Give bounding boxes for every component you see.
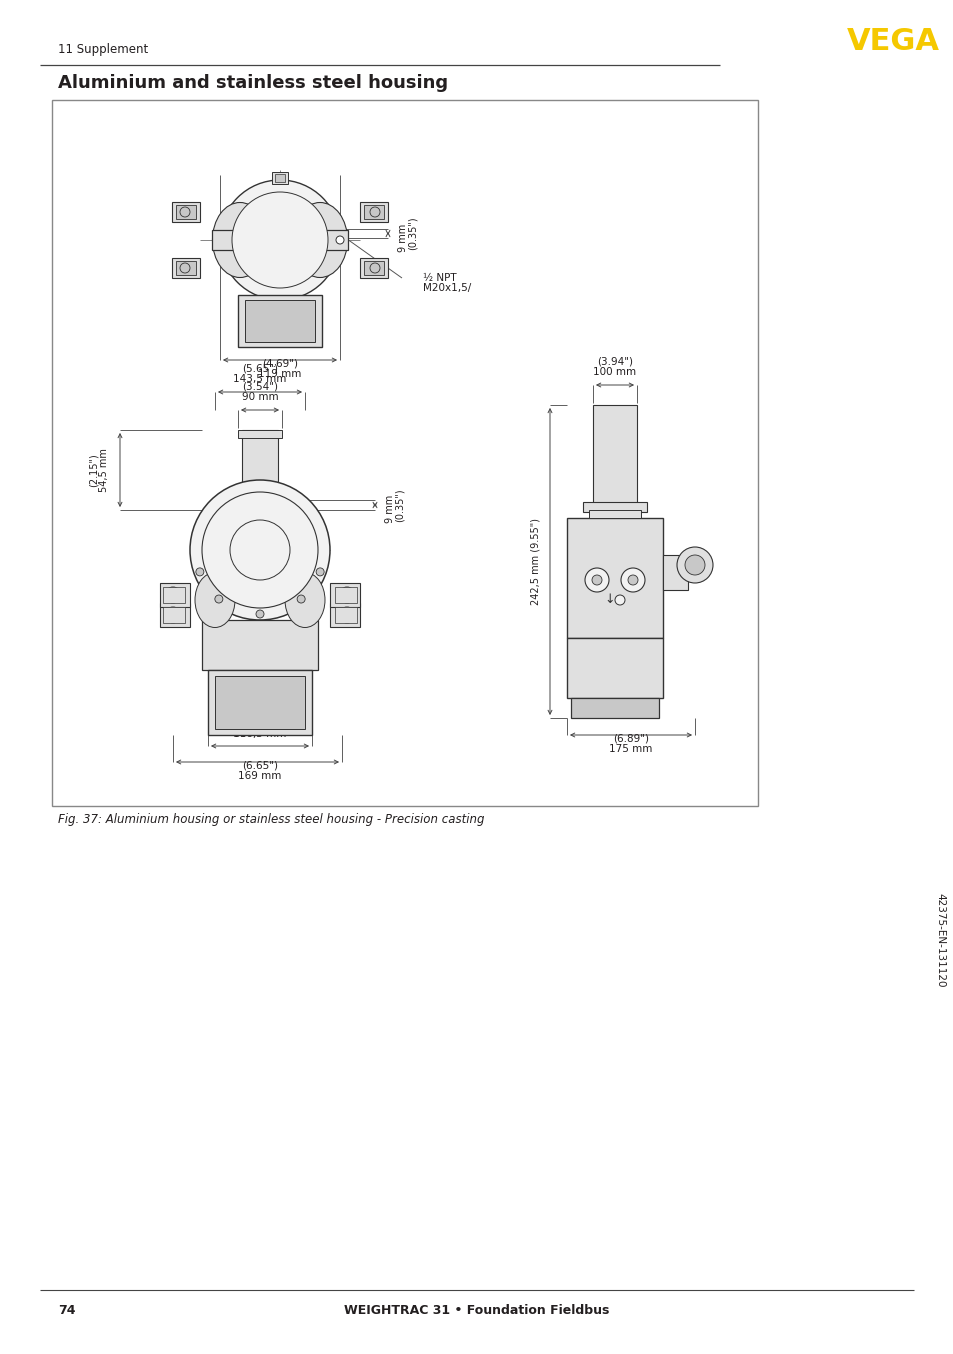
Text: 169 mm: 169 mm <box>238 770 281 781</box>
Bar <box>359 259 388 278</box>
Circle shape <box>338 588 355 603</box>
Bar <box>172 202 200 222</box>
Text: 119 mm: 119 mm <box>258 370 301 379</box>
Bar <box>237 431 282 437</box>
Text: (4.69"): (4.69") <box>262 359 297 370</box>
Text: (6.65"): (6.65") <box>242 761 277 770</box>
Circle shape <box>214 594 223 603</box>
Bar <box>662 555 687 590</box>
Circle shape <box>190 481 330 620</box>
Circle shape <box>584 567 608 592</box>
Bar <box>335 588 356 603</box>
Circle shape <box>684 555 704 575</box>
Bar <box>330 584 359 607</box>
Text: WEIGHTRAC 31 • Foundation Fieldbus: WEIGHTRAC 31 • Foundation Fieldbus <box>344 1304 609 1316</box>
Bar <box>582 502 646 512</box>
Circle shape <box>370 263 379 274</box>
Bar <box>359 202 388 222</box>
Text: M20x1,5/: M20x1,5/ <box>422 283 471 292</box>
Circle shape <box>232 192 328 288</box>
Bar <box>175 204 195 219</box>
Text: 143,5 mm: 143,5 mm <box>233 374 287 385</box>
Ellipse shape <box>285 573 325 627</box>
Bar <box>274 175 285 181</box>
Circle shape <box>195 567 204 575</box>
Circle shape <box>180 263 190 274</box>
Ellipse shape <box>293 203 347 278</box>
Bar <box>571 699 659 718</box>
Circle shape <box>338 607 355 623</box>
Circle shape <box>677 547 712 584</box>
Text: (5.65"): (5.65") <box>242 364 277 374</box>
Bar <box>588 510 640 519</box>
Circle shape <box>627 575 638 585</box>
Text: 116,5 mm: 116,5 mm <box>233 728 287 739</box>
Bar <box>212 230 348 250</box>
Bar <box>175 261 195 275</box>
Bar <box>230 506 290 517</box>
Circle shape <box>615 594 624 605</box>
Bar <box>237 295 322 347</box>
Bar <box>566 519 662 638</box>
Text: (0.35"): (0.35") <box>395 489 405 521</box>
Text: ½ NPT: ½ NPT <box>422 274 456 283</box>
Circle shape <box>620 567 644 592</box>
Text: Aluminium and stainless steel housing: Aluminium and stainless steel housing <box>58 74 448 92</box>
Text: (2.15"): (2.15") <box>89 454 99 487</box>
Circle shape <box>315 567 324 575</box>
Circle shape <box>335 236 344 244</box>
Bar <box>214 676 305 728</box>
Bar <box>330 603 359 627</box>
Text: 90 mm: 90 mm <box>241 393 278 402</box>
Bar <box>593 405 637 505</box>
Text: (0.35"): (0.35") <box>408 217 417 250</box>
Text: 54,5 mm: 54,5 mm <box>99 448 109 492</box>
Circle shape <box>255 611 264 617</box>
Bar <box>242 431 277 510</box>
Circle shape <box>165 607 181 623</box>
Bar <box>163 607 185 623</box>
Text: 9 mm: 9 mm <box>397 223 408 252</box>
Ellipse shape <box>194 573 234 627</box>
Circle shape <box>220 180 339 301</box>
Text: 175 mm: 175 mm <box>609 743 652 754</box>
Circle shape <box>296 594 305 603</box>
Text: (4.59"): (4.59") <box>242 719 277 728</box>
Text: (3.94"): (3.94") <box>597 357 633 367</box>
Circle shape <box>180 207 190 217</box>
Text: (6.89"): (6.89") <box>613 734 648 743</box>
Ellipse shape <box>213 203 267 278</box>
Circle shape <box>202 492 317 608</box>
Bar <box>272 172 288 184</box>
Bar <box>208 670 312 735</box>
Circle shape <box>370 207 379 217</box>
Text: ↓: ↓ <box>604 593 615 607</box>
Bar <box>160 584 190 607</box>
Circle shape <box>230 520 290 580</box>
Text: Fig. 37: Aluminium housing or stainless steel housing - Precision casting: Fig. 37: Aluminium housing or stainless … <box>58 814 484 826</box>
Bar <box>52 100 758 806</box>
Text: 242,5 mm (9.55"): 242,5 mm (9.55") <box>531 519 540 605</box>
Bar <box>364 261 384 275</box>
Bar <box>245 301 314 343</box>
Circle shape <box>165 588 181 603</box>
Bar <box>202 620 317 670</box>
Text: 42375-EN-131120: 42375-EN-131120 <box>934 892 944 987</box>
Text: 11 Supplement: 11 Supplement <box>58 43 148 57</box>
Text: (3.54"): (3.54") <box>242 382 277 393</box>
Bar <box>364 204 384 219</box>
Bar <box>566 638 662 699</box>
Bar <box>163 588 185 603</box>
Text: 9 mm: 9 mm <box>385 494 395 523</box>
Bar <box>172 259 200 278</box>
Text: 74: 74 <box>58 1304 75 1316</box>
Bar <box>160 603 190 627</box>
Text: VEGA: VEGA <box>845 27 939 57</box>
Bar <box>335 607 356 623</box>
Text: 100 mm: 100 mm <box>593 367 636 376</box>
Circle shape <box>592 575 601 585</box>
